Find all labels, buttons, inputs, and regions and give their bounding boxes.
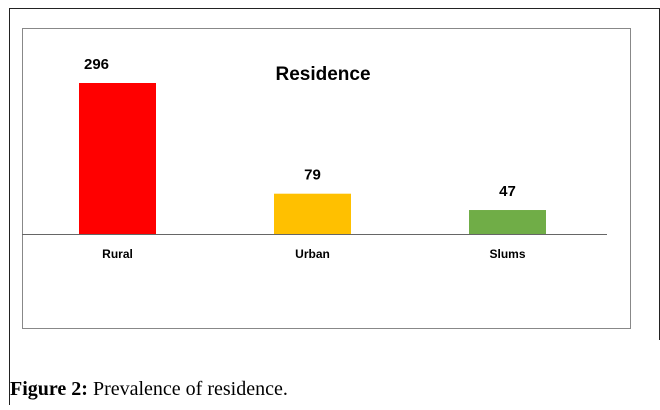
bar: [79, 83, 156, 234]
chart-title: Residence: [275, 64, 370, 85]
x-tick-label: Urban: [295, 247, 330, 261]
bar: [274, 193, 351, 234]
value-label: 79: [304, 167, 321, 184]
x-tick-label: Rural: [102, 247, 133, 261]
value-label: 47: [499, 183, 516, 200]
caption-text: Prevalence of residence.: [93, 378, 288, 400]
caption-label: Figure 2:: [10, 378, 88, 400]
bar: [469, 210, 546, 234]
x-tick-label: Slums: [489, 247, 525, 261]
value-label: 296: [84, 56, 109, 73]
caption: Figure 2: Prevalence of residence.: [10, 378, 288, 400]
